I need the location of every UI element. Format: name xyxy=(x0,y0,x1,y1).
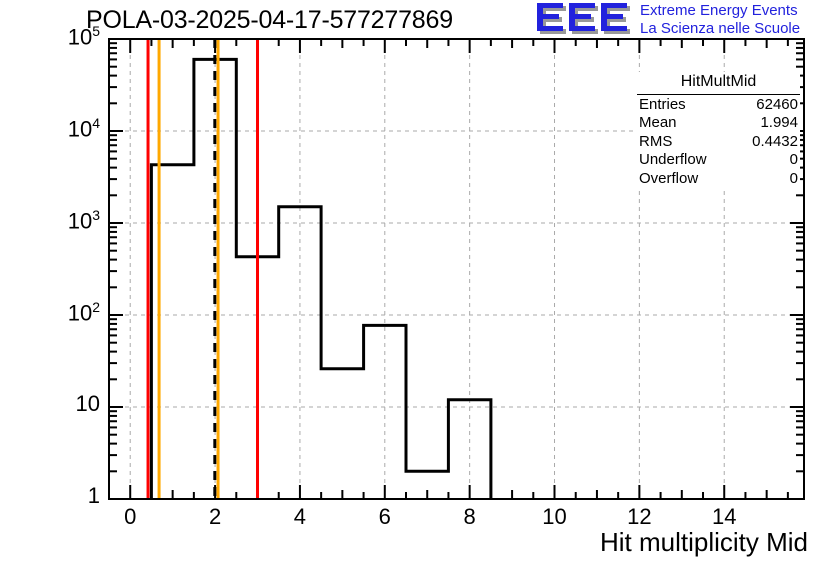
stats-key: Entries xyxy=(639,95,686,113)
stats-key: Mean xyxy=(639,114,677,131)
eee-logo: Extreme Energy Events La Scienza nelle S… xyxy=(536,2,836,40)
y-tick-label: 10 xyxy=(75,391,100,416)
y-tick-label: 1 xyxy=(87,483,100,508)
stats-row: RMS 0.4432 xyxy=(637,133,800,152)
x-tick-label: 10 xyxy=(542,504,567,529)
x-tick-label: 2 xyxy=(208,504,222,529)
stats-key: RMS xyxy=(639,132,673,150)
stats-rows: Entries 62460 Mean 1.994 RMS 0.4432 Underflow 0… xyxy=(637,96,800,189)
x-tick-label: 14 xyxy=(711,504,737,529)
x-tick-label: 0 xyxy=(124,504,137,529)
y-tick-label: 103 xyxy=(67,207,100,234)
stats-divider xyxy=(637,93,800,95)
stats-key: Underflow xyxy=(639,151,707,168)
logo-line-1: Extreme Energy Events xyxy=(640,2,798,19)
x-axis-title: Hit multiplicity Mid xyxy=(599,527,808,557)
stats-row: Entries 62460 xyxy=(637,96,800,115)
page-title: POLA-03-2025-04-17-577277869 xyxy=(86,6,453,34)
stats-value: 0.4432 xyxy=(752,132,798,150)
x-tick-label: 8 xyxy=(463,504,476,529)
x-tick-label: 6 xyxy=(378,504,391,529)
y-tick-label: 102 xyxy=(67,299,100,326)
stats-value: 0 xyxy=(789,151,798,168)
y-tick-label: 105 xyxy=(67,23,100,50)
marker-lines xyxy=(146,39,260,499)
stats-row: Mean 1.994 xyxy=(637,114,800,133)
stats-title: HitMultMid xyxy=(680,73,757,90)
eee-logo-mark xyxy=(537,3,630,34)
stats-key: Overflow xyxy=(639,169,699,187)
plot-frame xyxy=(108,38,805,500)
stats-value: 1.994 xyxy=(760,114,798,131)
x-tick-label: 4 xyxy=(293,504,307,529)
y-tick-label: 104 xyxy=(67,115,100,142)
stats-row: Overflow 0 xyxy=(637,170,800,189)
histogram-outline xyxy=(149,57,493,499)
stats-value: 0 xyxy=(789,169,798,187)
logo-line-2: La Scienza nelle Scuole xyxy=(640,20,801,37)
x-tick-label: 12 xyxy=(627,504,652,529)
stats-box: HitMultMid Entries 62460 Mean 1.994 RMS 0.443… xyxy=(637,72,800,188)
stats-row: Underflow 0 xyxy=(637,151,800,170)
stats-value: 62460 xyxy=(756,95,798,113)
axis-ticks xyxy=(108,38,804,500)
